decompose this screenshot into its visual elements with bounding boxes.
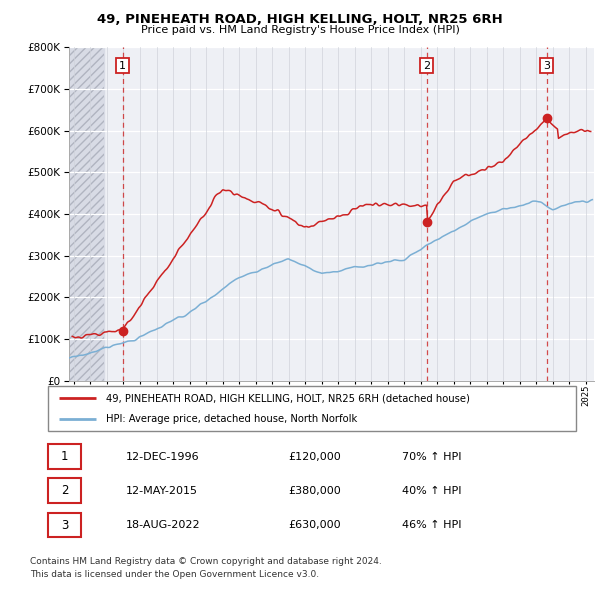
Text: 18-AUG-2022: 18-AUG-2022 xyxy=(126,520,200,530)
Text: HPI: Average price, detached house, North Norfolk: HPI: Average price, detached house, Nort… xyxy=(106,414,358,424)
Text: £380,000: £380,000 xyxy=(288,486,341,496)
Text: 2: 2 xyxy=(423,61,430,71)
Text: 49, PINEHEATH ROAD, HIGH KELLING, HOLT, NR25 6RH (detached house): 49, PINEHEATH ROAD, HIGH KELLING, HOLT, … xyxy=(106,394,470,404)
Text: 2: 2 xyxy=(61,484,68,497)
Text: 46% ↑ HPI: 46% ↑ HPI xyxy=(402,520,461,530)
Text: 1: 1 xyxy=(119,61,126,71)
Text: 70% ↑ HPI: 70% ↑ HPI xyxy=(402,452,461,461)
Bar xyxy=(69,47,104,381)
Text: 49, PINEHEATH ROAD, HIGH KELLING, HOLT, NR25 6RH: 49, PINEHEATH ROAD, HIGH KELLING, HOLT, … xyxy=(97,13,503,26)
Text: £120,000: £120,000 xyxy=(288,452,341,461)
FancyBboxPatch shape xyxy=(48,386,576,431)
Text: 12-DEC-1996: 12-DEC-1996 xyxy=(126,452,200,461)
Text: 12-MAY-2015: 12-MAY-2015 xyxy=(126,486,198,496)
Text: 40% ↑ HPI: 40% ↑ HPI xyxy=(402,486,461,496)
Text: Contains HM Land Registry data © Crown copyright and database right 2024.: Contains HM Land Registry data © Crown c… xyxy=(30,558,382,566)
Text: 3: 3 xyxy=(61,519,68,532)
Text: Price paid vs. HM Land Registry's House Price Index (HPI): Price paid vs. HM Land Registry's House … xyxy=(140,25,460,35)
Text: This data is licensed under the Open Government Licence v3.0.: This data is licensed under the Open Gov… xyxy=(30,571,319,579)
Text: £630,000: £630,000 xyxy=(288,520,341,530)
Bar xyxy=(69,47,104,381)
Text: 1: 1 xyxy=(61,450,68,463)
Text: 3: 3 xyxy=(543,61,550,71)
